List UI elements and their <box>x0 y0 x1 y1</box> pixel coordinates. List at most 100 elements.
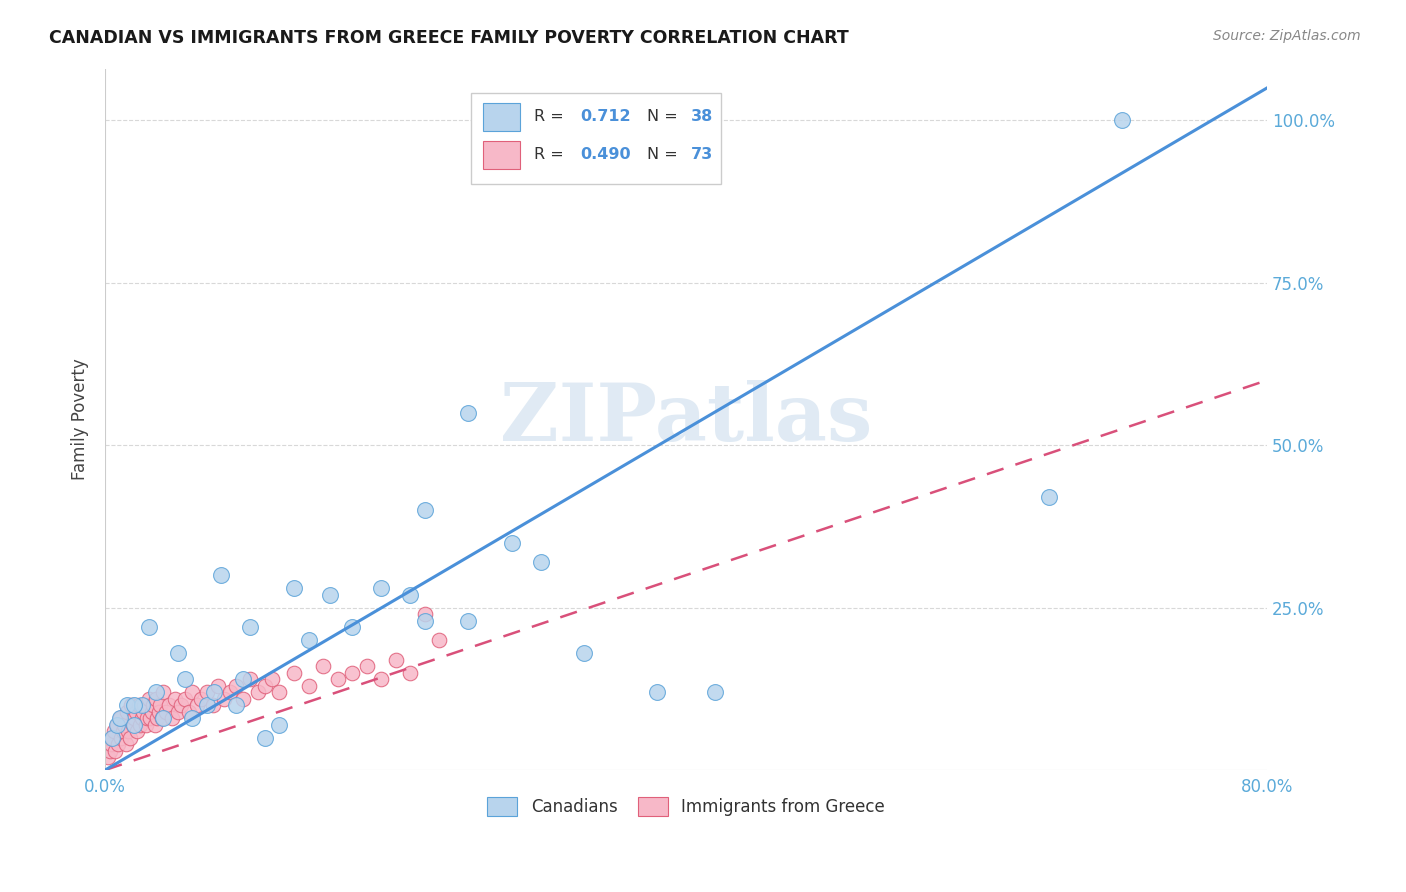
Text: N =: N = <box>647 110 682 124</box>
Point <box>413 503 436 517</box>
Point <box>166 705 188 719</box>
Point <box>155 705 177 719</box>
Point <box>104 743 127 757</box>
Point <box>111 724 134 739</box>
Point <box>105 717 128 731</box>
Point <box>340 620 363 634</box>
Point <box>108 711 131 725</box>
Point <box>97 750 120 764</box>
Point <box>150 711 173 725</box>
Point <box>179 705 201 719</box>
Text: 0.712: 0.712 <box>581 110 631 124</box>
Point <box>166 646 188 660</box>
Point <box>181 685 204 699</box>
Point <box>174 691 197 706</box>
Point <box>326 672 349 686</box>
Point <box>399 665 422 680</box>
Point <box>128 698 150 712</box>
Point <box>145 691 167 706</box>
Point <box>131 711 153 725</box>
Point <box>232 672 254 686</box>
Point <box>645 685 668 699</box>
Point <box>413 614 436 628</box>
Point <box>269 685 291 699</box>
Point <box>530 555 553 569</box>
FancyBboxPatch shape <box>471 93 721 185</box>
Point <box>108 711 131 725</box>
Point <box>190 691 212 706</box>
Point <box>209 568 232 582</box>
Point <box>142 698 165 712</box>
Point <box>195 685 218 699</box>
Point <box>399 588 422 602</box>
Point <box>501 535 523 549</box>
Point <box>246 685 269 699</box>
Point <box>704 685 727 699</box>
Point <box>103 724 125 739</box>
Text: 0.490: 0.490 <box>581 147 631 162</box>
Point <box>127 724 149 739</box>
Point <box>135 717 157 731</box>
Point <box>146 711 169 725</box>
Point <box>219 685 242 699</box>
Y-axis label: Family Poverty: Family Poverty <box>72 359 89 480</box>
Point <box>214 691 236 706</box>
Point <box>297 679 319 693</box>
Point <box>370 581 392 595</box>
Point <box>413 607 436 621</box>
Point <box>356 659 378 673</box>
Point <box>139 711 162 725</box>
Point <box>163 691 186 706</box>
Point <box>117 724 139 739</box>
Point <box>121 717 143 731</box>
FancyBboxPatch shape <box>482 103 520 131</box>
Point <box>134 698 156 712</box>
Point <box>122 717 145 731</box>
Point <box>107 737 129 751</box>
Point <box>186 698 208 712</box>
Point <box>101 731 124 745</box>
Point <box>118 731 141 745</box>
Text: R =: R = <box>534 110 569 124</box>
Text: 73: 73 <box>690 147 713 162</box>
Text: 38: 38 <box>690 110 713 124</box>
Point <box>297 633 319 648</box>
Point <box>253 679 276 693</box>
Point <box>110 731 132 745</box>
Point <box>136 711 159 725</box>
Point <box>125 705 148 719</box>
Point <box>122 698 145 712</box>
Point <box>132 705 155 719</box>
Text: R =: R = <box>534 147 569 162</box>
Point <box>283 665 305 680</box>
Point <box>160 711 183 725</box>
Point <box>283 581 305 595</box>
Point <box>195 698 218 712</box>
Point <box>105 717 128 731</box>
Point <box>225 679 247 693</box>
FancyBboxPatch shape <box>482 141 520 169</box>
Point <box>170 698 193 712</box>
Point <box>232 691 254 706</box>
Point <box>427 633 450 648</box>
Point <box>181 711 204 725</box>
Point <box>120 698 142 712</box>
Point <box>101 731 124 745</box>
Point <box>145 685 167 699</box>
Point <box>457 406 479 420</box>
Point <box>319 588 342 602</box>
Point <box>1111 113 1133 128</box>
Point <box>138 691 160 706</box>
Point <box>269 717 291 731</box>
Point <box>174 672 197 686</box>
Text: ZIPatlas: ZIPatlas <box>501 380 872 458</box>
Point <box>100 737 122 751</box>
Point <box>1038 490 1060 504</box>
Point <box>122 711 145 725</box>
Point <box>141 705 163 719</box>
Point <box>98 743 121 757</box>
Point <box>129 717 152 731</box>
Point <box>152 711 174 725</box>
Point <box>149 698 172 712</box>
Point <box>457 614 479 628</box>
